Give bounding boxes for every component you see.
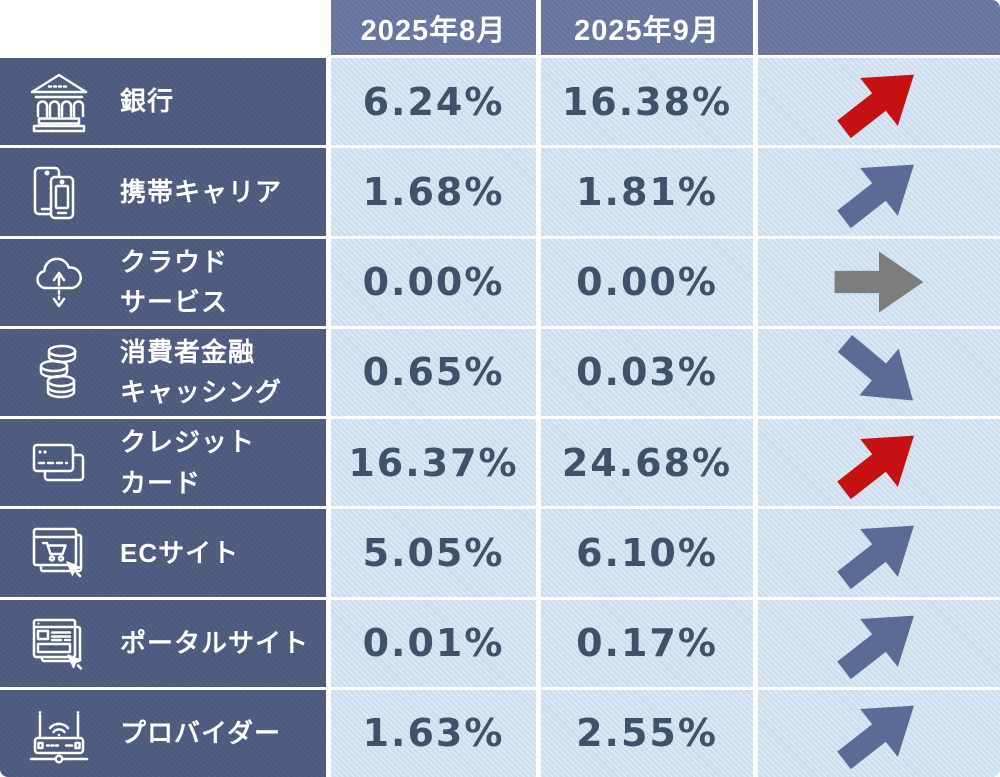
ec-cart-icon	[16, 521, 102, 585]
category-cell-credit-card: クレジット カード	[0, 419, 326, 507]
trend-arrow-icon	[837, 164, 914, 228]
value-august-portal-site: 0.01%	[331, 599, 536, 687]
header-month-august: 2025年8月	[331, 0, 536, 55]
trend-arrow-icon	[837, 335, 914, 401]
value-august-provider: 1.63%	[331, 689, 536, 777]
header-trend-cell	[758, 0, 1000, 55]
value-august-credit-card: 16.37%	[331, 419, 536, 507]
value-august-cloud-service: 0.00%	[331, 238, 536, 326]
category-cell-mobile-carrier: 携帯キャリア	[0, 148, 326, 236]
trend-arrow-icon	[837, 525, 914, 589]
category-label: 消費者金融	[120, 337, 256, 368]
category-label: クラウド	[120, 246, 229, 277]
category-cell-bank: 銀行	[0, 58, 326, 146]
category-labels: 消費者金融 キャッシング	[120, 332, 282, 413]
category-labels: 銀行	[120, 81, 174, 121]
trend-cell-ec-site	[758, 509, 1000, 597]
category-labels: ECサイト	[120, 533, 239, 573]
category-label-line2: カード	[120, 467, 202, 498]
header-month-september-label: 2025年9月	[574, 14, 720, 47]
category-labels: プロバイダー	[120, 713, 281, 753]
value-september-portal-site: 0.17%	[541, 599, 753, 687]
value-september-bank: 16.38%	[541, 58, 753, 146]
trend-cell-provider	[758, 689, 1000, 777]
category-labels: クレジット カード	[120, 422, 255, 503]
coins-icon	[16, 340, 102, 404]
trend-cell-portal-site	[758, 599, 1000, 687]
value-september-mobile-carrier: 1.81%	[541, 148, 753, 236]
trend-arrow-icon	[834, 251, 924, 313]
value-august-ec-site: 5.05%	[331, 509, 536, 597]
trend-arrow-icon	[837, 74, 914, 138]
cloud-arrows-icon	[16, 250, 102, 314]
category-cell-cloud-service: クラウド サービス	[0, 238, 326, 326]
category-cell-ec-site: ECサイト	[0, 509, 326, 597]
category-cell-consumer-finance: 消費者金融 キャッシング	[0, 328, 326, 416]
category-label: プロバイダー	[120, 718, 281, 749]
category-cell-provider: プロバイダー	[0, 689, 326, 777]
trend-cell-credit-card	[758, 419, 1000, 507]
category-label: 銀行	[120, 86, 175, 117]
value-september-consumer-finance: 0.03%	[541, 328, 753, 416]
router-icon	[16, 701, 102, 765]
trend-cell-cloud-service	[758, 238, 1000, 326]
value-august-consumer-finance: 0.65%	[331, 328, 536, 416]
category-labels: ポータルサイト	[120, 623, 309, 663]
bank-icon	[16, 70, 102, 134]
category-label-line2: キャッシング	[120, 377, 283, 408]
category-cell-portal-site: ポータルサイト	[0, 599, 326, 687]
category-labels: クラウド サービス	[120, 242, 228, 323]
trend-arrow-icon	[837, 615, 914, 680]
portal-site-icon	[16, 611, 102, 675]
header-month-august-label: 2025年8月	[360, 14, 507, 47]
category-label-line2: サービス	[120, 287, 229, 318]
trend-cell-consumer-finance	[758, 328, 1000, 416]
trend-cell-mobile-carrier	[758, 148, 1000, 236]
smartphones-icon	[16, 160, 102, 224]
value-september-ec-site: 6.10%	[541, 509, 753, 597]
header-month-september: 2025年9月	[541, 0, 753, 55]
value-september-cloud-service: 0.00%	[541, 238, 753, 326]
category-label: ECサイト	[120, 537, 240, 568]
category-label: クレジット	[120, 427, 256, 458]
trend-arrow-icon	[837, 435, 914, 499]
value-september-provider: 2.55%	[541, 689, 753, 777]
header-empty-cell	[0, 0, 326, 55]
category-labels: 携帯キャリア	[120, 172, 282, 212]
value-august-bank: 6.24%	[331, 58, 536, 146]
category-label: ポータルサイト	[120, 627, 310, 658]
category-label: 携帯キャリア	[120, 176, 283, 207]
value-august-mobile-carrier: 1.68%	[331, 148, 536, 236]
trend-arrow-icon	[837, 706, 914, 770]
value-september-credit-card: 24.68%	[541, 419, 753, 507]
credit-cards-icon	[16, 431, 102, 495]
trend-cell-bank	[758, 58, 1000, 146]
